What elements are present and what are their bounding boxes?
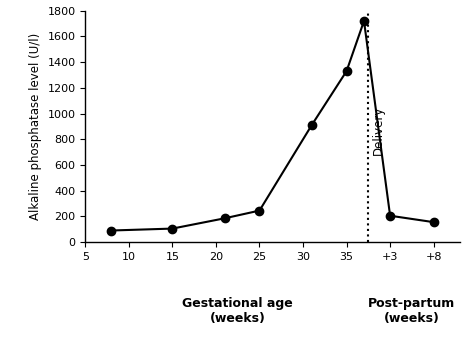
Y-axis label: Alkaline phosphatase level (U/l): Alkaline phosphatase level (U/l) xyxy=(29,33,42,220)
Text: Gestational age
(weeks): Gestational age (weeks) xyxy=(182,297,293,325)
Text: Post-partum
(weeks): Post-partum (weeks) xyxy=(368,297,456,325)
Text: Delivery: Delivery xyxy=(372,105,385,155)
